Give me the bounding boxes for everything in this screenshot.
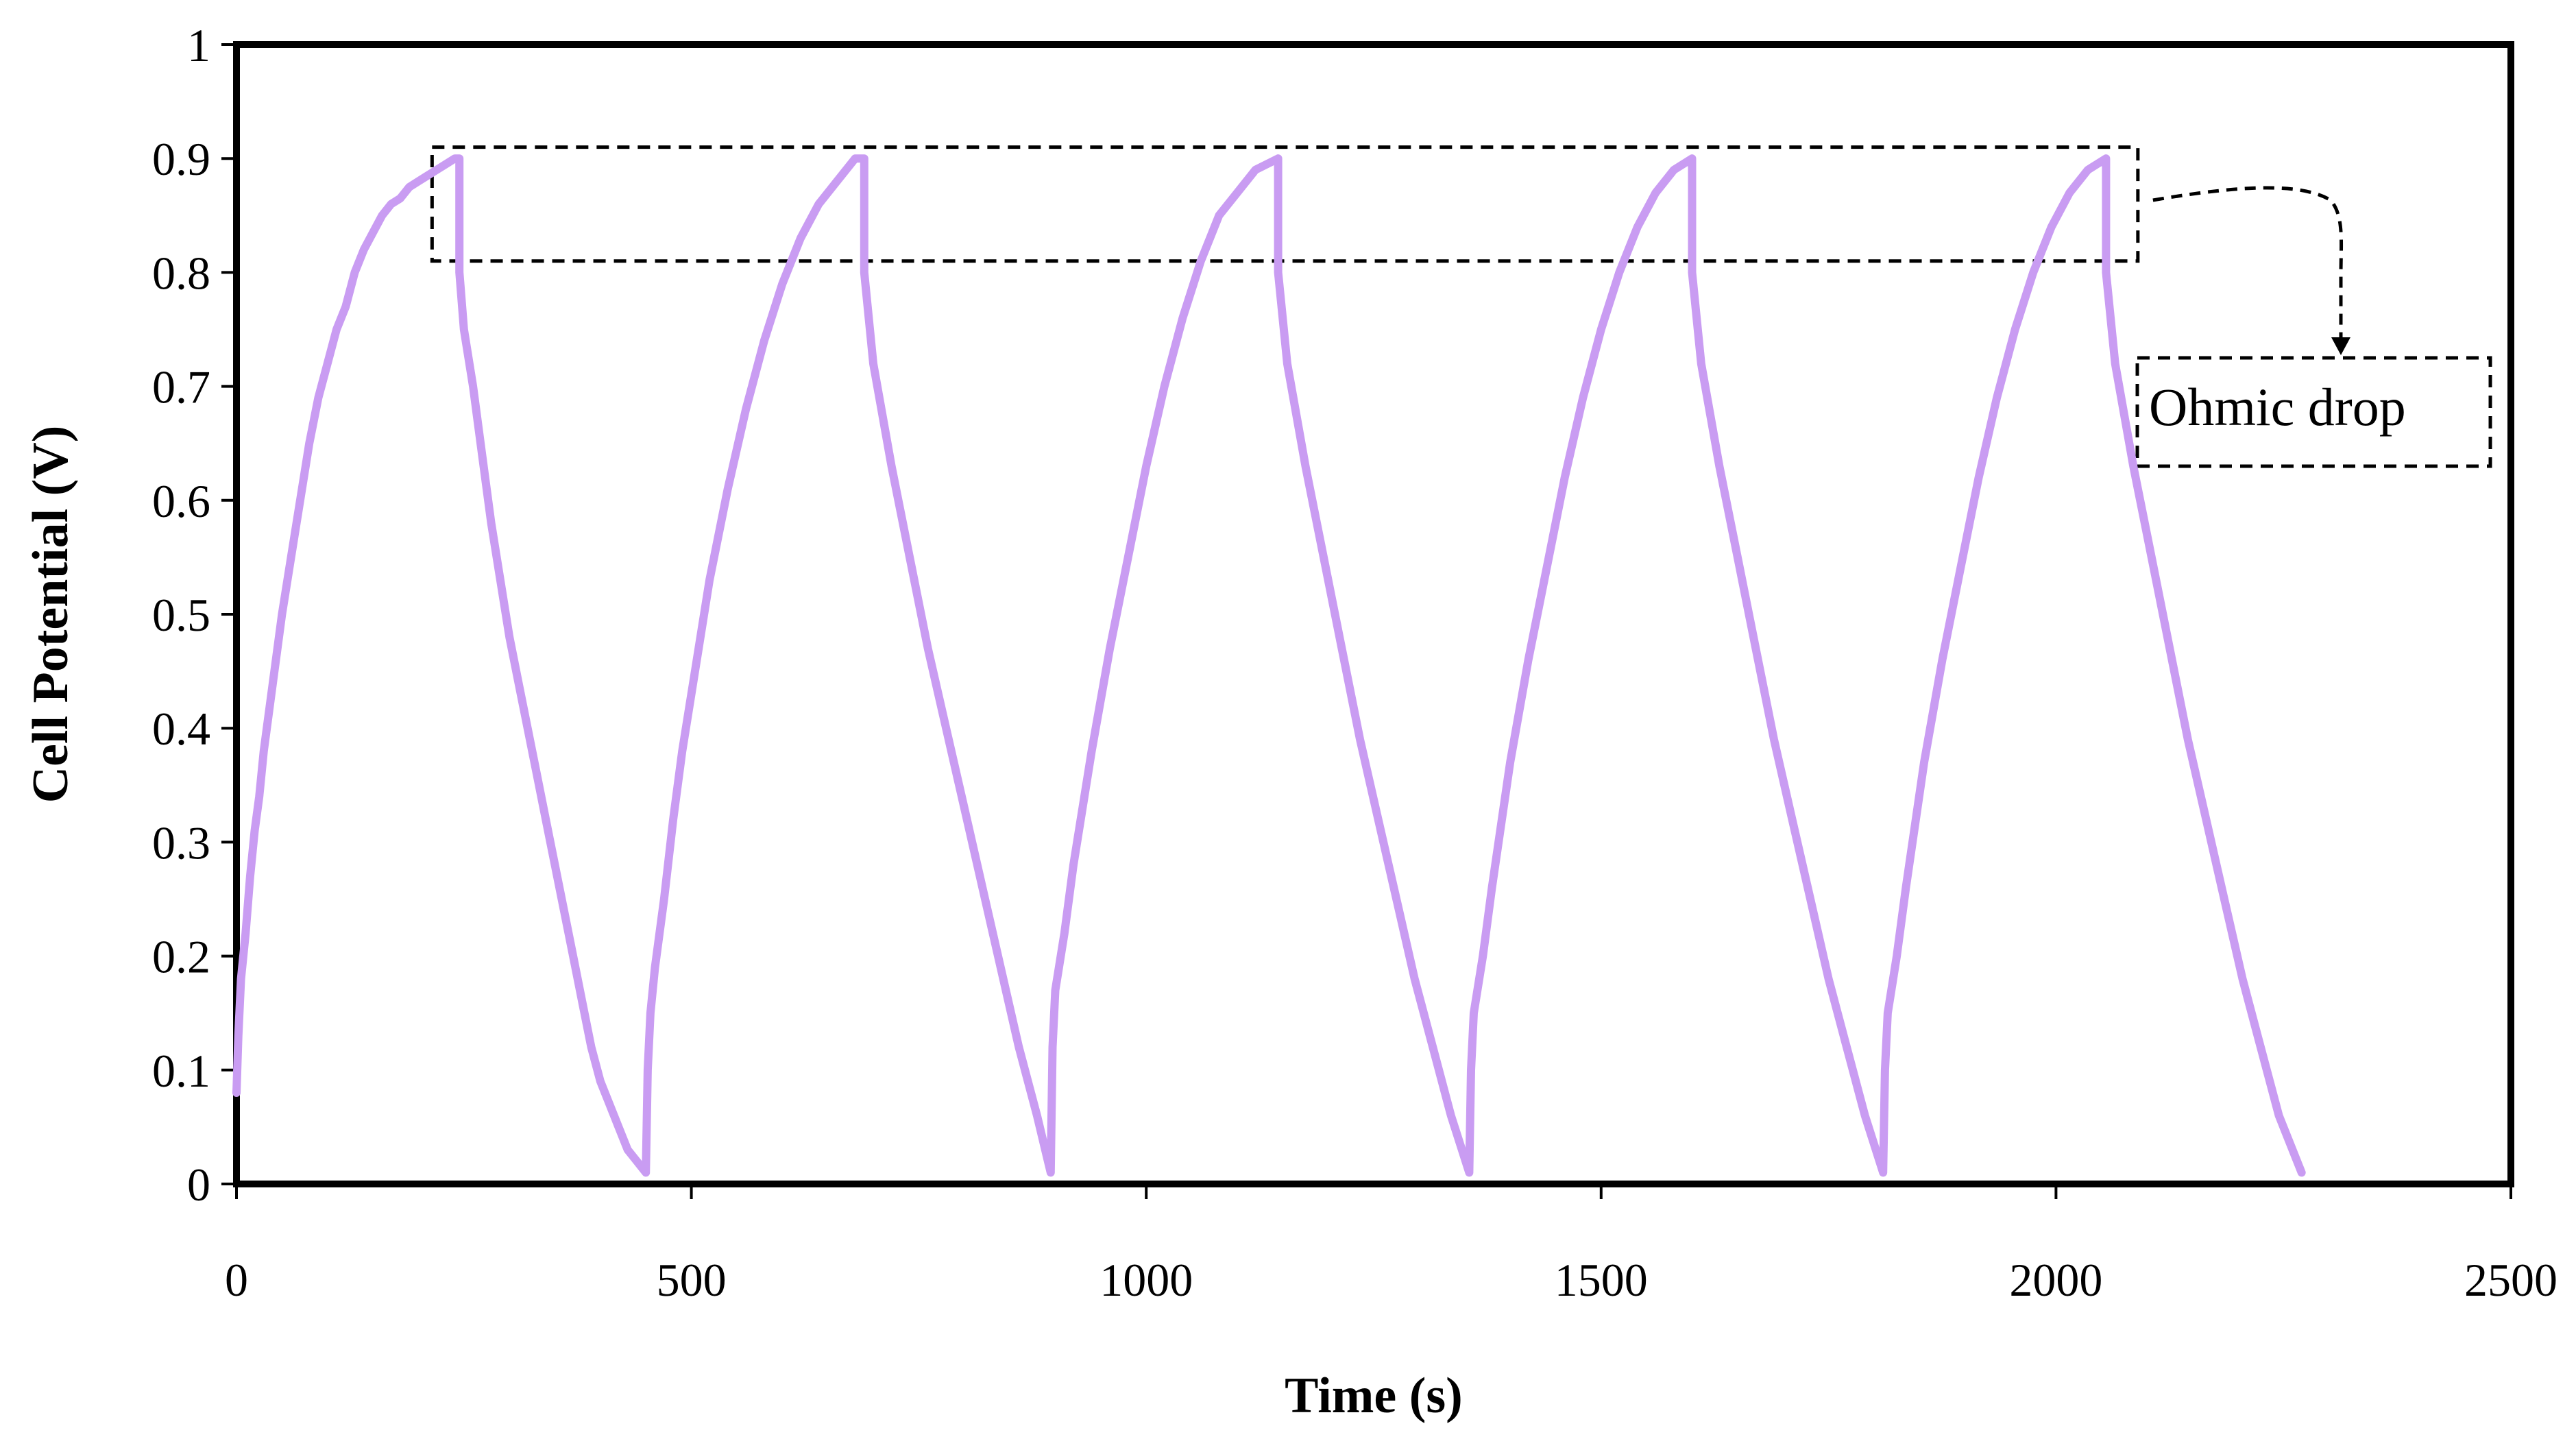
ohmic-drop-label-box <box>2135 356 2492 468</box>
y-tick-label: 0.4 <box>152 703 210 755</box>
x-tick-label: 2500 <box>2464 1254 2557 1306</box>
x-tick-label: 500 <box>657 1254 727 1306</box>
y-tick-label: 0.7 <box>152 361 210 413</box>
y-tick-label: 0.8 <box>152 247 210 299</box>
y-tick-label: 0.1 <box>152 1045 210 1097</box>
ohmic-drop-arrow-line <box>2152 186 2344 343</box>
x-axis-title: Time (s) <box>1285 1368 1463 1424</box>
x-tick-label: 1000 <box>1099 1254 1193 1306</box>
x-tick-label: 1500 <box>1555 1254 1648 1306</box>
x-axis-ticks: 0 500 1000 1500 2000 2500 <box>225 1184 2557 1306</box>
y-tick-label: 0.3 <box>152 817 210 869</box>
ohmic-drop-label: Ohmic drop <box>2149 377 2406 437</box>
y-tick-label: 0.9 <box>152 133 210 185</box>
y-tick-label: 0.5 <box>152 589 210 641</box>
x-tick-label: 2000 <box>2009 1254 2102 1306</box>
cell-potential-line <box>232 154 2306 1177</box>
y-tick-label: 0.6 <box>152 475 210 527</box>
y-axis-ticks: 0 0.1 0.2 0.3 0.4 0.5 0.6 0.7 0.8 0.9 1 <box>152 19 236 1211</box>
ohmic-drop-arrowhead <box>2331 337 2350 355</box>
x-tick-label: 0 <box>225 1254 248 1306</box>
y-tick-label: 1 <box>187 19 210 71</box>
y-tick-label: 0.2 <box>152 931 210 983</box>
ohmic-drop-region-box <box>430 145 2140 263</box>
y-tick-label: 0 <box>187 1159 210 1211</box>
plot-frame <box>233 41 2514 1187</box>
y-axis-title: Cell Potential (V) <box>23 426 79 803</box>
ohmic-drop-annotation <box>430 145 2492 468</box>
